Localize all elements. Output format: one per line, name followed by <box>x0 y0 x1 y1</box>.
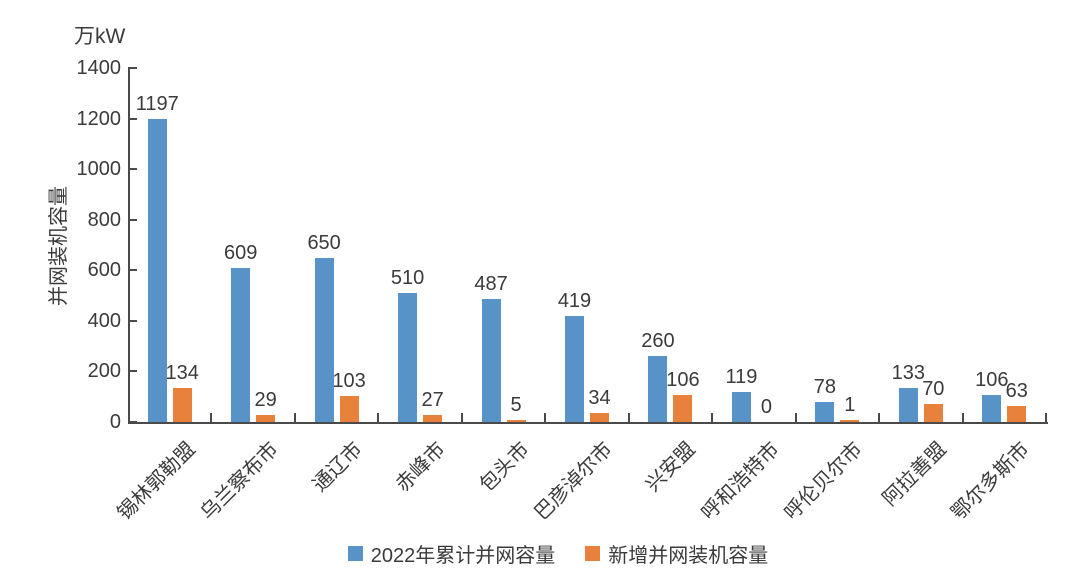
category-label: 呼伦贝尔市 <box>780 438 868 525</box>
bar-cumulative <box>982 395 1002 422</box>
bar-new <box>423 415 443 422</box>
legend-swatch-icon <box>585 546 601 561</box>
y-tick-mark <box>128 269 137 272</box>
category-label: 巴彦淖尔市 <box>530 438 617 525</box>
bar-value-label: 133 <box>891 362 925 385</box>
bar-new <box>256 414 276 422</box>
bar-cumulative <box>565 316 584 422</box>
legend-item-cumulative: 2022年累计并网容量 <box>347 539 556 568</box>
x-tick-mark <box>878 413 881 422</box>
x-tick-mark <box>961 413 964 422</box>
x-tick-mark <box>627 413 630 422</box>
bar-cumulative <box>815 402 835 422</box>
bar-value-label: 34 <box>588 387 611 410</box>
bar-cumulative <box>898 388 918 422</box>
bar-value-label: 260 <box>641 330 675 353</box>
x-tick-mark <box>1045 413 1047 422</box>
bar-value-label: 510 <box>390 267 425 290</box>
bar-value-label: 103 <box>332 369 366 392</box>
bar-cumulative <box>481 298 501 422</box>
bar-new <box>506 420 526 422</box>
bar-value-label: 650 <box>307 231 341 254</box>
x-axis-line <box>128 422 1048 424</box>
bar-value-label: 78 <box>813 376 836 399</box>
bar-value-label: 106 <box>666 369 700 392</box>
bar-value-label: 106 <box>975 369 1009 392</box>
y-tick-mark <box>128 117 137 120</box>
bar-new <box>339 395 359 422</box>
bar-value-label: 487 <box>474 272 508 295</box>
bar-value-label: 609 <box>223 242 258 264</box>
bar-new <box>172 388 192 422</box>
category-label: 呼和浩特市 <box>697 438 784 525</box>
y-tick-mark <box>128 168 137 171</box>
y-tick-label: 0 <box>109 411 121 433</box>
y-tick-label: 200 <box>87 360 121 383</box>
bar-new <box>923 404 943 422</box>
y-tick-label: 600 <box>87 259 121 282</box>
bar-new <box>840 420 860 422</box>
bar-cumulative <box>231 268 251 422</box>
legend-item-new: 新增并网装机容量 <box>585 539 768 568</box>
y-tick-label: 1200 <box>76 107 122 130</box>
category-label: 兴安盟 <box>642 438 701 497</box>
category-label: 乌兰察布市 <box>196 438 283 525</box>
category-label: 赤峰市 <box>391 438 450 497</box>
x-tick-mark <box>460 413 463 422</box>
bar-new <box>673 395 693 422</box>
y-tick-mark <box>128 67 137 69</box>
bar-value-label: 1197 <box>135 93 179 116</box>
bar-value-label: 70 <box>922 378 945 401</box>
bar-value-label: 119 <box>725 365 758 388</box>
category-label: 包头市 <box>475 438 534 497</box>
bar-value-label: 63 <box>1005 380 1028 403</box>
x-tick-mark <box>210 413 213 422</box>
y-tick-label: 1000 <box>76 158 122 181</box>
bar-cumulative <box>731 391 751 422</box>
legend-label: 新增并网装机容量 <box>608 545 769 567</box>
bar-value-label: 29 <box>254 388 277 411</box>
category-label: 锡林郭勒盟 <box>113 438 200 525</box>
y-axis-unit-label: 万kW <box>74 25 126 48</box>
x-tick-mark <box>544 413 547 422</box>
bar-cumulative <box>648 356 668 422</box>
category-label: 鄂尔多斯市 <box>947 438 1035 525</box>
x-tick-mark <box>293 413 296 422</box>
bar-value-label: 1 <box>844 394 856 416</box>
category-label: 通辽市 <box>308 438 367 497</box>
bar-value-label: 0 <box>760 396 772 418</box>
y-tick-label: 800 <box>87 208 121 231</box>
bar-new <box>1007 406 1027 422</box>
legend-label: 2022年累计并网容量 <box>370 545 556 567</box>
y-tick-mark <box>128 218 137 221</box>
x-tick-mark <box>794 413 797 422</box>
y-tick-mark <box>128 319 137 322</box>
x-tick-mark <box>377 413 380 422</box>
bar-value-label: 419 <box>557 290 592 313</box>
bar-value-label: 134 <box>165 362 199 385</box>
bar-value-label: 27 <box>421 389 444 412</box>
bar-value-label: 5 <box>510 394 522 416</box>
y-tick-mark <box>128 370 137 373</box>
legend: 2022年累计并网容量 新增并网装机容量 <box>18 539 1080 568</box>
y-tick-label: 1400 <box>76 57 122 79</box>
y-axis-line <box>128 68 130 424</box>
x-tick-mark <box>711 413 714 422</box>
y-tick-label: 400 <box>87 309 121 332</box>
bar-new <box>590 413 609 422</box>
bar-cumulative <box>398 293 418 422</box>
legend-swatch-icon <box>347 546 363 561</box>
bar-cumulative <box>147 119 167 422</box>
bar-cumulative <box>314 257 334 422</box>
category-label: 阿拉善盟 <box>878 438 951 511</box>
